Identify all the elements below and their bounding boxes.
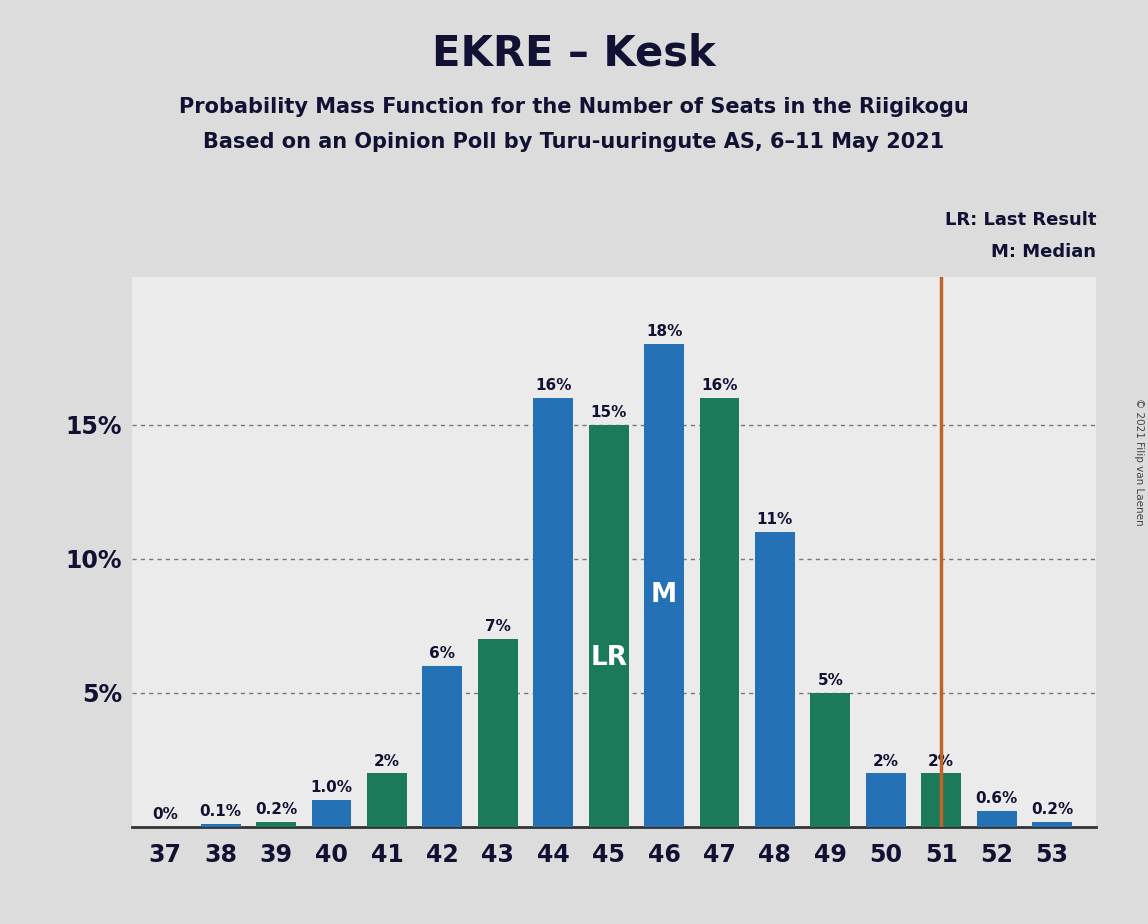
Text: 2%: 2% (872, 753, 899, 769)
Bar (422, 666, 463, 827)
Text: LR: LR (590, 645, 627, 671)
Text: 0%: 0% (153, 808, 178, 822)
Text: M: Median: M: Median (992, 243, 1096, 261)
Bar (256, 821, 296, 827)
Text: 11%: 11% (757, 512, 793, 528)
Text: 16%: 16% (701, 378, 738, 393)
Text: 16%: 16% (535, 378, 572, 393)
Text: 0.2%: 0.2% (255, 802, 297, 817)
Bar (866, 773, 906, 827)
Text: EKRE – Kesk: EKRE – Kesk (432, 32, 716, 74)
Text: 0.1%: 0.1% (200, 805, 242, 820)
Bar (534, 398, 573, 827)
Bar (977, 811, 1016, 827)
Text: 7%: 7% (484, 619, 511, 635)
Bar (810, 693, 851, 827)
Text: 5%: 5% (817, 673, 844, 688)
Bar (755, 532, 794, 827)
Bar (311, 800, 351, 827)
Text: 6%: 6% (429, 646, 456, 662)
Text: LR: Last Result: LR: Last Result (945, 211, 1096, 228)
Bar (921, 773, 961, 827)
Bar (644, 345, 684, 827)
Text: M: M (651, 582, 677, 608)
Bar (589, 425, 629, 827)
Text: 18%: 18% (646, 324, 682, 339)
Bar (201, 824, 241, 827)
Text: 15%: 15% (590, 405, 627, 419)
Bar (1032, 821, 1072, 827)
Text: Based on an Opinion Poll by Turu-uuringute AS, 6–11 May 2021: Based on an Opinion Poll by Turu-uuringu… (203, 132, 945, 152)
Text: 1.0%: 1.0% (311, 781, 352, 796)
Bar (478, 639, 518, 827)
Text: 2%: 2% (929, 753, 954, 769)
Text: 0.2%: 0.2% (1031, 802, 1073, 817)
Text: 0.6%: 0.6% (976, 791, 1018, 806)
Bar (367, 773, 406, 827)
Text: © 2021 Filip van Laenen: © 2021 Filip van Laenen (1134, 398, 1143, 526)
Bar (699, 398, 739, 827)
Text: Probability Mass Function for the Number of Seats in the Riigikogu: Probability Mass Function for the Number… (179, 97, 969, 117)
Text: 2%: 2% (374, 753, 400, 769)
